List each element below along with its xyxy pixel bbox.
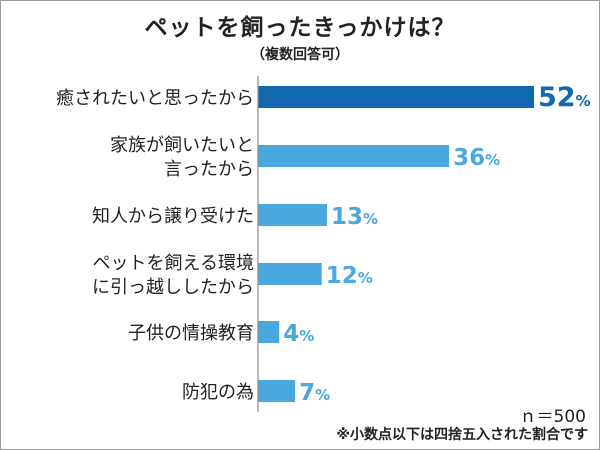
bar (258, 204, 327, 226)
bar (258, 86, 534, 108)
category-label: 家族が飼いたいと言ったから (110, 135, 254, 180)
sample-size-note: ｎ＝500 (519, 407, 586, 427)
chart-subtitle: （複数回答可） (251, 47, 349, 63)
bar-value-label: 12% (326, 263, 373, 289)
bar (258, 263, 322, 285)
category-label: 知人から譲り受けた (92, 206, 254, 227)
bar-value-label: 13% (331, 204, 378, 230)
category-label: 子供の情操教育 (128, 323, 254, 344)
bar (258, 380, 296, 402)
category-label: 防犯の為 (182, 382, 254, 403)
rounding-note: ※小数点以下は四捨五入された割合です (336, 427, 588, 443)
chart-title: ペットを飼ったきっかけは？ (144, 15, 456, 41)
bar (258, 145, 450, 167)
bar-value-label: 36% (453, 145, 500, 171)
bar-value-label: 7% (299, 380, 330, 406)
bar-value-label: 4% (283, 321, 314, 347)
category-label: ペットを飼える環境に引っ越ししたから (92, 253, 254, 298)
bar-value-label: 52% (538, 82, 591, 113)
category-label: 癒されたいと思ったから (56, 88, 254, 109)
bar (258, 321, 280, 343)
